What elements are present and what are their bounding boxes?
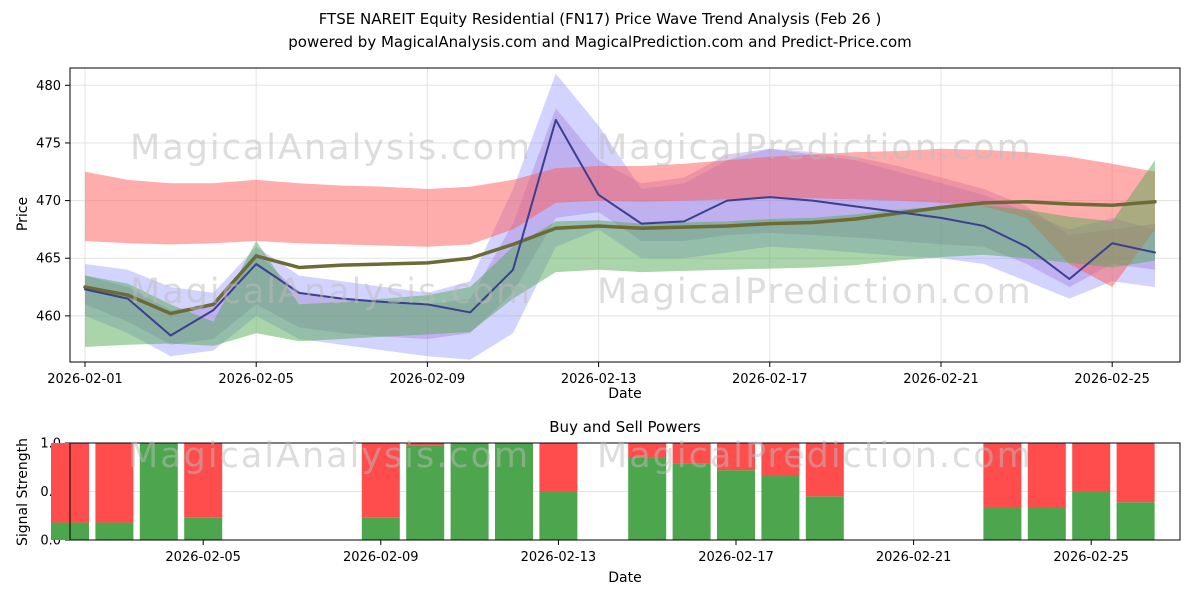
svg-text:465: 465 [36, 252, 61, 267]
price-axis-label: Price [15, 196, 32, 232]
svg-text:2026-02-09: 2026-02-09 [343, 550, 419, 565]
svg-text:2026-02-05: 2026-02-05 [165, 550, 241, 565]
svg-text:2026-02-01: 2026-02-01 [47, 372, 123, 387]
svg-text:2026-02-09: 2026-02-09 [390, 372, 466, 387]
svg-text:460: 460 [36, 309, 61, 324]
svg-text:2026-02-13: 2026-02-13 [561, 372, 637, 387]
power-xaxis-label: Date [608, 570, 642, 586]
signal-axis-label: Signal Strength [15, 437, 32, 547]
svg-text:475: 475 [36, 136, 61, 151]
chart-title-line1: FTSE NAREIT Equity Residential (FN17) Pr… [318, 10, 882, 28]
svg-text:2026-02-05: 2026-02-05 [218, 372, 294, 387]
svg-text:2026-02-21: 2026-02-21 [876, 550, 952, 565]
svg-text:2026-02-21: 2026-02-21 [903, 372, 979, 387]
svg-text:2026-02-17: 2026-02-17 [732, 372, 808, 387]
svg-text:470: 470 [36, 194, 61, 209]
chart-title-line2: powered by MagicalAnalysis.com and Magic… [288, 32, 912, 51]
power-chart-title: Buy and Sell Powers [549, 418, 701, 436]
svg-text:2026-02-25: 2026-02-25 [1074, 372, 1150, 387]
price-xaxis-label: Date [608, 386, 642, 402]
svg-text:2026-02-25: 2026-02-25 [1053, 550, 1129, 565]
svg-text:480: 480 [36, 79, 61, 94]
svg-text:2026-02-17: 2026-02-17 [698, 550, 774, 565]
chart-title: FTSE NAREIT Equity Residential (FN17) Pr… [0, 8, 1200, 53]
svg-text:2026-02-13: 2026-02-13 [521, 550, 597, 565]
